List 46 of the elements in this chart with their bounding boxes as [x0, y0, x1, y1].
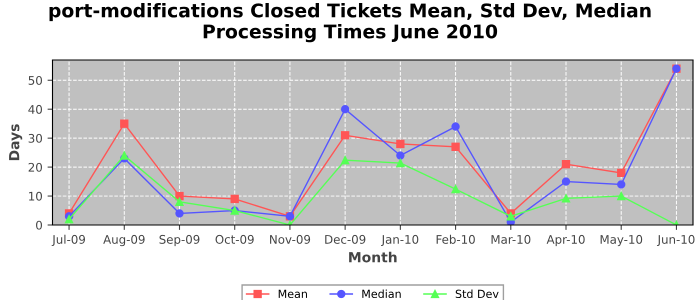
point: [120, 120, 128, 128]
point: [340, 156, 350, 164]
y-tick-label: 40: [28, 104, 42, 114]
legend-label: Median: [362, 289, 401, 298]
legend-label: Mean: [278, 290, 307, 298]
y-tick-label: 50: [28, 76, 42, 85]
y-tick-label: 0: [36, 220, 42, 230]
point: [175, 198, 184, 206]
point: [175, 209, 184, 218]
point: [562, 177, 570, 186]
point: [451, 184, 460, 194]
x-tick-label: Jan-10: [381, 234, 418, 246]
x-tick-label: Apr-10: [546, 234, 585, 246]
point: [506, 212, 515, 220]
chart-title: port-modifications Closed Tickets Mean, Std Dev, Median Processing Times June 2010: [50, 3, 651, 42]
point: [340, 105, 350, 114]
y-tick-label: 10: [29, 192, 42, 201]
point: [617, 168, 626, 178]
point: [396, 158, 405, 168]
x-tick-label: May-10: [600, 234, 642, 246]
x-tick-label: Dec-09: [325, 234, 366, 244]
y-tick-label: 20: [28, 162, 42, 172]
point: [64, 215, 74, 224]
point: [120, 151, 128, 160]
point: [396, 151, 405, 160]
y-axis-title: Days: [9, 124, 22, 160]
point: [451, 122, 460, 131]
x-tick-label: Sep-09: [160, 234, 200, 246]
point: [562, 160, 570, 168]
x-tick-label: Jul-09: [52, 234, 85, 246]
point: [617, 180, 626, 189]
x-tick-label: Aug-09: [103, 234, 145, 246]
point: [562, 194, 570, 203]
x-tick-label: Jun-10: [656, 234, 695, 246]
x-tick-label: Oct-09: [216, 234, 254, 244]
x-tick-label: Mar-10: [492, 234, 530, 244]
point: [617, 192, 626, 200]
point: [340, 131, 350, 140]
x-axis-title: Month: [349, 252, 397, 262]
x-tick-label: Feb-10: [436, 234, 475, 244]
y-tick-label: 30: [28, 134, 42, 143]
point: [230, 194, 239, 204]
point: [451, 142, 460, 152]
point: [396, 140, 405, 148]
legend-label: Std Dev: [456, 289, 499, 298]
x-tick-label: Nov-09: [270, 234, 310, 244]
